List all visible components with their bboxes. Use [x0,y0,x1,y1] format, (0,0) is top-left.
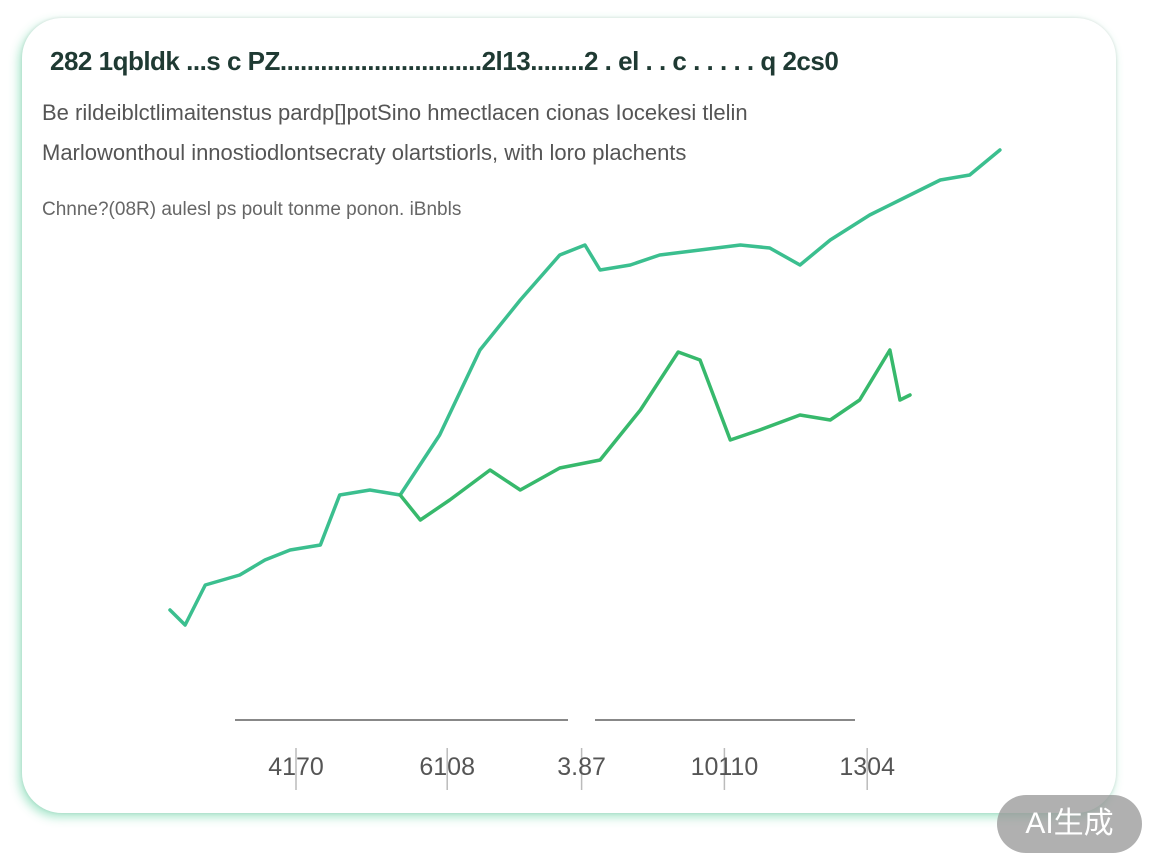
series-line [168,148,1002,627]
x-tick-label: 3.87 [557,753,606,781]
card [22,18,1116,813]
watermark: AI生成 [997,795,1142,853]
subtitle: Marlowonthoul innostiodlontsecraty olart… [42,140,686,165]
x-tick-label: 1304 [839,753,895,781]
series-line [398,348,912,522]
chart-title: 282 1qbldk ...s c PZ....................… [50,46,838,76]
x-tick-label: 10110 [691,753,759,781]
x-tick-label: 6108 [419,753,475,781]
subtitle: Be rildeiblctlimaitenstus pardp[]potSino… [42,100,748,125]
note: Chnne?(08R) aulesl ps poult tonme ponon.… [42,199,461,220]
x-tick-label: 4170 [268,753,324,781]
